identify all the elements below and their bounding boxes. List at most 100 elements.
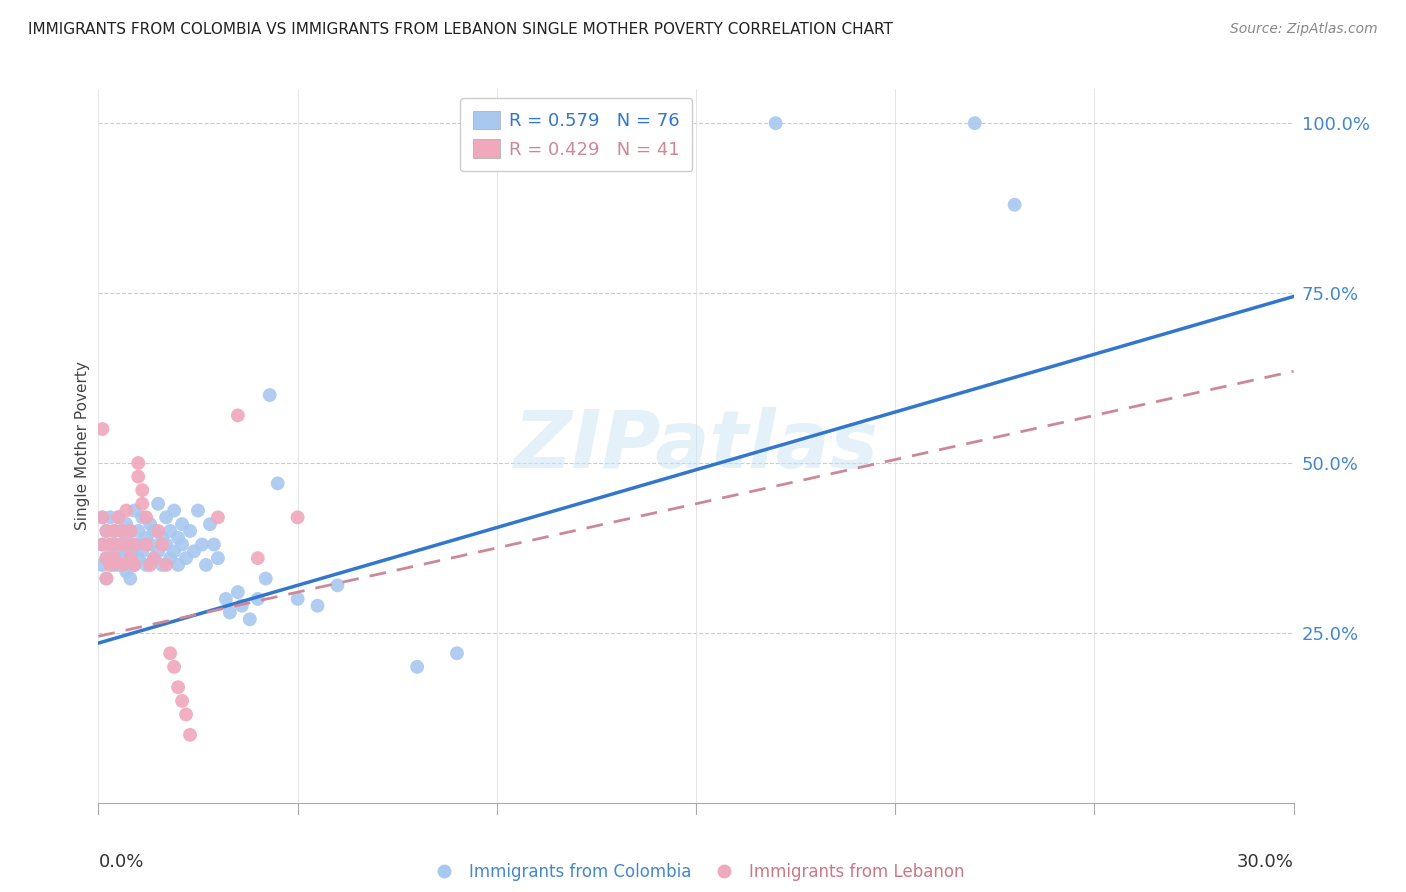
Point [103,551,125,566]
Point [96,551,118,566]
Point [150,537,173,551]
Point [163,544,186,558]
Point [131,510,153,524]
Point [120,524,142,538]
Point [191,537,214,551]
Point [148,497,170,511]
Point [246,551,269,566]
Point [96,551,118,566]
Point [107,510,129,524]
Point [174,707,197,722]
Point [115,537,138,551]
Point [103,537,125,551]
Legend: Immigrants from Colombia, Immigrants from Lebanon: Immigrants from Colombia, Immigrants fro… [420,856,972,888]
Point [91,510,114,524]
Point [124,537,146,551]
Point [143,551,166,566]
Point [159,646,181,660]
Point [287,510,309,524]
Point [148,524,170,538]
Point [135,537,157,551]
Point [179,728,201,742]
Point [96,572,118,586]
Text: ZIPatlas: ZIPatlas [513,407,879,485]
Point [179,524,201,538]
Point [103,524,125,538]
Point [246,591,269,606]
Point [111,551,134,566]
Point [326,578,349,592]
Point [159,551,181,566]
Point [207,510,229,524]
Point [446,646,468,660]
Point [159,524,181,538]
Point [131,544,153,558]
Point [174,551,197,566]
Point [115,531,138,545]
Point [406,660,429,674]
Point [135,531,157,545]
Point [124,537,146,551]
Point [963,116,986,130]
Point [183,544,205,558]
Point [131,483,153,498]
Point [167,531,190,545]
Point [100,558,122,572]
Text: Source: ZipAtlas.com: Source: ZipAtlas.com [1230,22,1378,37]
Point [91,537,114,551]
Point [231,599,253,613]
Point [107,537,129,551]
Point [139,537,162,551]
Point [127,537,149,551]
Point [187,503,209,517]
Point [765,116,787,130]
Point [120,544,142,558]
Point [202,537,225,551]
Point [107,558,129,572]
Point [167,558,190,572]
Point [100,551,122,566]
Point [143,524,166,538]
Point [155,510,177,524]
Point [167,680,190,694]
Point [163,660,186,674]
Point [135,510,157,524]
Point [219,606,242,620]
Point [96,572,118,586]
Point [91,422,114,436]
Point [107,544,129,558]
Point [115,517,138,532]
Point [150,531,173,545]
Point [115,503,138,517]
Point [111,537,134,551]
Point [148,544,170,558]
Text: 0.0%: 0.0% [98,853,143,871]
Point [120,551,142,566]
Point [91,537,114,551]
Point [127,524,149,538]
Point [111,558,134,572]
Point [107,510,129,524]
Point [103,558,125,572]
Point [155,558,177,572]
Point [307,599,329,613]
Point [127,456,149,470]
Point [207,551,229,566]
Point [127,469,149,483]
Point [124,558,146,572]
Point [172,694,194,708]
Point [139,558,162,572]
Point [198,517,221,532]
Text: IMMIGRANTS FROM COLOMBIA VS IMMIGRANTS FROM LEBANON SINGLE MOTHER POVERTY CORREL: IMMIGRANTS FROM COLOMBIA VS IMMIGRANTS F… [28,22,893,37]
Point [135,558,157,572]
Point [163,503,186,517]
Point [259,388,281,402]
Point [131,497,153,511]
Point [239,612,262,626]
Point [91,510,114,524]
Point [226,409,249,423]
Point [172,537,194,551]
Point [287,591,309,606]
Point [111,524,134,538]
Point [120,572,142,586]
